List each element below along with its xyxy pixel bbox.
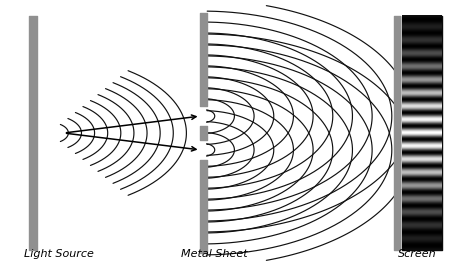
Text: Light Source: Light Source (24, 249, 93, 259)
Text: Screen: Screen (398, 249, 437, 259)
Text: Metal Sheet: Metal Sheet (182, 249, 248, 259)
